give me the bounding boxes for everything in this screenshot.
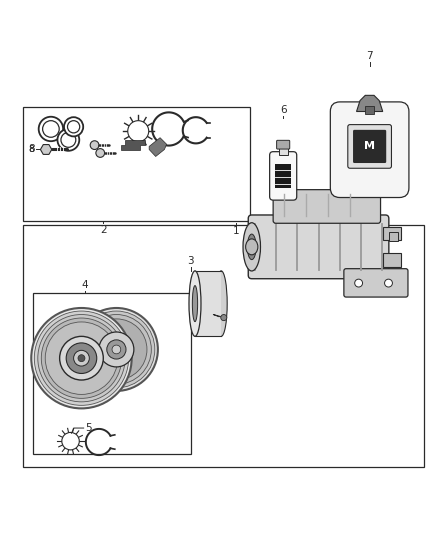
Circle shape bbox=[81, 314, 151, 384]
Ellipse shape bbox=[246, 239, 258, 255]
Text: 5: 5 bbox=[85, 423, 92, 433]
Bar bbox=[389, 231, 399, 241]
Polygon shape bbox=[149, 138, 166, 157]
Text: M: M bbox=[364, 141, 375, 151]
FancyBboxPatch shape bbox=[248, 215, 389, 279]
Circle shape bbox=[221, 314, 227, 321]
Circle shape bbox=[41, 318, 122, 398]
Circle shape bbox=[86, 319, 147, 380]
Text: 7: 7 bbox=[366, 51, 373, 61]
Bar bbox=[383, 253, 401, 266]
Text: 4: 4 bbox=[81, 280, 88, 289]
Circle shape bbox=[39, 117, 63, 141]
Circle shape bbox=[75, 308, 158, 391]
FancyBboxPatch shape bbox=[330, 102, 409, 198]
Circle shape bbox=[90, 141, 99, 149]
Circle shape bbox=[107, 340, 126, 359]
Polygon shape bbox=[357, 95, 383, 111]
Circle shape bbox=[112, 345, 121, 354]
FancyBboxPatch shape bbox=[344, 269, 408, 297]
Circle shape bbox=[128, 120, 149, 142]
FancyBboxPatch shape bbox=[270, 152, 297, 200]
Circle shape bbox=[78, 311, 155, 388]
FancyBboxPatch shape bbox=[353, 130, 386, 163]
Circle shape bbox=[60, 336, 103, 380]
Ellipse shape bbox=[247, 234, 256, 260]
Circle shape bbox=[62, 432, 79, 450]
Circle shape bbox=[96, 149, 105, 157]
Bar bbox=[383, 227, 401, 240]
Polygon shape bbox=[121, 140, 145, 150]
Circle shape bbox=[99, 332, 134, 367]
Ellipse shape bbox=[189, 271, 201, 336]
Text: 3: 3 bbox=[187, 256, 194, 265]
Bar bbox=[365, 106, 374, 114]
Text: 8: 8 bbox=[28, 145, 34, 154]
Circle shape bbox=[355, 279, 363, 287]
Ellipse shape bbox=[215, 271, 227, 336]
Text: 6: 6 bbox=[280, 104, 286, 115]
Bar bbox=[22, 225, 424, 467]
Text: 2: 2 bbox=[100, 225, 106, 236]
Circle shape bbox=[38, 314, 125, 402]
Circle shape bbox=[385, 279, 392, 287]
Ellipse shape bbox=[192, 286, 198, 321]
Circle shape bbox=[78, 354, 85, 362]
Circle shape bbox=[57, 129, 79, 151]
Circle shape bbox=[45, 322, 118, 394]
FancyBboxPatch shape bbox=[277, 140, 290, 149]
Circle shape bbox=[66, 343, 97, 374]
Text: 1: 1 bbox=[233, 226, 240, 236]
Circle shape bbox=[34, 311, 129, 405]
Circle shape bbox=[64, 117, 83, 136]
Circle shape bbox=[42, 120, 59, 138]
Circle shape bbox=[31, 308, 132, 408]
Ellipse shape bbox=[243, 223, 261, 271]
Text: 8: 8 bbox=[28, 144, 35, 155]
Bar bbox=[279, 148, 288, 155]
FancyBboxPatch shape bbox=[273, 190, 381, 223]
FancyBboxPatch shape bbox=[348, 125, 392, 168]
Bar bbox=[275, 164, 291, 188]
Circle shape bbox=[67, 120, 80, 133]
Circle shape bbox=[74, 350, 89, 366]
Bar bbox=[33, 293, 191, 454]
Circle shape bbox=[61, 133, 76, 147]
Bar bbox=[22, 107, 250, 221]
Bar bbox=[195, 271, 221, 336]
